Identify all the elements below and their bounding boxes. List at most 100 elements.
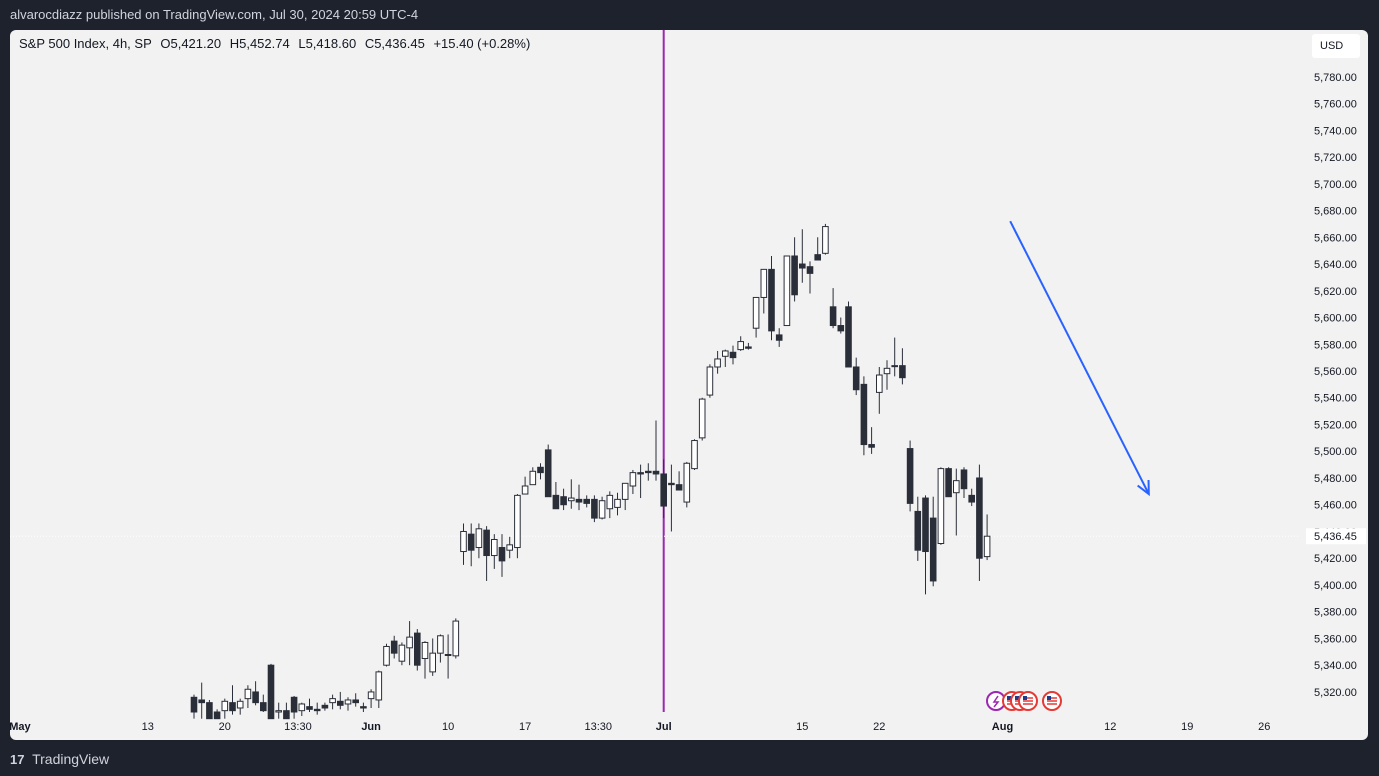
candle-body (306, 706, 313, 710)
candle-body (344, 699, 352, 705)
candle-body (906, 448, 914, 504)
candle-body (691, 440, 698, 470)
candle (190, 694, 198, 719)
legend-high: H5,452.74 (229, 36, 290, 51)
candle-body (321, 704, 329, 709)
candle-body (929, 517, 937, 582)
candle (876, 366, 883, 414)
x-tick-label: Aug (992, 721, 1013, 733)
candle-body (945, 468, 952, 498)
us-flag-icon-canton (1015, 696, 1019, 700)
candle (352, 693, 359, 707)
candle-body (383, 645, 390, 666)
currency-button[interactable]: USD (1312, 34, 1360, 58)
publish-info: alvarocdiazz published on TradingView.co… (10, 7, 419, 22)
candle-body (860, 383, 868, 446)
candle-body (290, 696, 298, 713)
candle (260, 694, 267, 712)
candle (460, 523, 467, 565)
candle (521, 476, 529, 495)
legend-symbol: S&P 500 Index, 4h, SP (19, 36, 152, 51)
footer-brand[interactable]: 17 TradingView (10, 744, 109, 774)
y-tick-label: 5,660.00 (1314, 232, 1357, 244)
y-tick-label: 5,760.00 (1314, 99, 1357, 111)
candle (621, 482, 629, 511)
candle-body (868, 444, 875, 448)
candle (822, 223, 829, 255)
candle (691, 439, 698, 470)
candle-body (745, 346, 752, 349)
candle (344, 697, 352, 711)
candle (483, 526, 490, 581)
tradingview-logo-icon: 17 (10, 752, 25, 767)
candle (491, 534, 498, 569)
y-tick-label: 5,520.00 (1314, 419, 1357, 431)
candle (544, 444, 552, 498)
candle-body (629, 472, 637, 487)
candle (860, 376, 868, 456)
candle (560, 488, 567, 511)
x-tick-label: 15 (796, 721, 808, 733)
candle (768, 255, 775, 341)
candle (498, 534, 506, 577)
us-flag-icon-canton (1023, 696, 1027, 700)
candle-body (475, 528, 483, 549)
candle-body (829, 306, 837, 327)
candle-body (891, 365, 899, 368)
candle (236, 698, 244, 715)
candle (290, 695, 298, 719)
candle-body (544, 449, 552, 498)
candle (575, 484, 583, 511)
candle-body (722, 350, 729, 357)
candle (660, 459, 668, 519)
candle-body (367, 691, 375, 700)
candle-body (591, 498, 598, 519)
candle-body (729, 351, 737, 359)
candle-body (444, 653, 452, 656)
y-tick-label: 5,540.00 (1314, 393, 1357, 405)
candle (398, 642, 406, 666)
candle-body (983, 535, 991, 558)
legend-low: L5,418.60 (298, 36, 357, 51)
candle (814, 237, 822, 261)
y-tick-label: 5,420.00 (1314, 553, 1357, 565)
candle-body (252, 691, 259, 704)
candle (598, 496, 606, 520)
candle-body (706, 366, 714, 396)
y-tick-label: 5,720.00 (1314, 152, 1357, 164)
candle (698, 397, 706, 441)
candle-body (737, 341, 745, 351)
candle-body (960, 469, 968, 490)
candle-body (775, 334, 783, 341)
candle (606, 491, 614, 519)
y-tick-label: 5,740.00 (1314, 125, 1357, 137)
candle (406, 621, 413, 666)
candle-body (652, 470, 660, 475)
candle-body (275, 710, 282, 713)
candle-body (375, 671, 383, 701)
candle-body (683, 462, 691, 503)
x-tick-label: Jun (361, 721, 381, 733)
candle-body (267, 664, 275, 720)
candle-body (452, 620, 460, 657)
x-tick-label: May (10, 721, 31, 733)
candle-body (621, 482, 629, 500)
candle-body (976, 477, 983, 559)
y-tick-label: 5,500.00 (1314, 446, 1357, 458)
candle-body (698, 398, 706, 439)
candle-body (606, 494, 614, 510)
candle-body (236, 700, 244, 709)
chart-panel[interactable]: 5,320.00 5,340.00 5,360.00 5,380.00 5,400.00… (10, 30, 1368, 740)
candle-body (506, 544, 513, 551)
candle (937, 467, 945, 545)
candle (829, 288, 837, 329)
candle-body (283, 710, 290, 720)
candle (806, 261, 814, 294)
candle-body (329, 698, 336, 704)
candle-body (937, 468, 945, 545)
candlestick-chart[interactable]: 5,320.00 5,340.00 5,360.00 5,380.00 5,400.00… (10, 30, 1368, 740)
candle (306, 698, 313, 712)
candle (367, 689, 375, 708)
lightning-icon-bolt (992, 695, 1000, 708)
candle (414, 629, 421, 671)
